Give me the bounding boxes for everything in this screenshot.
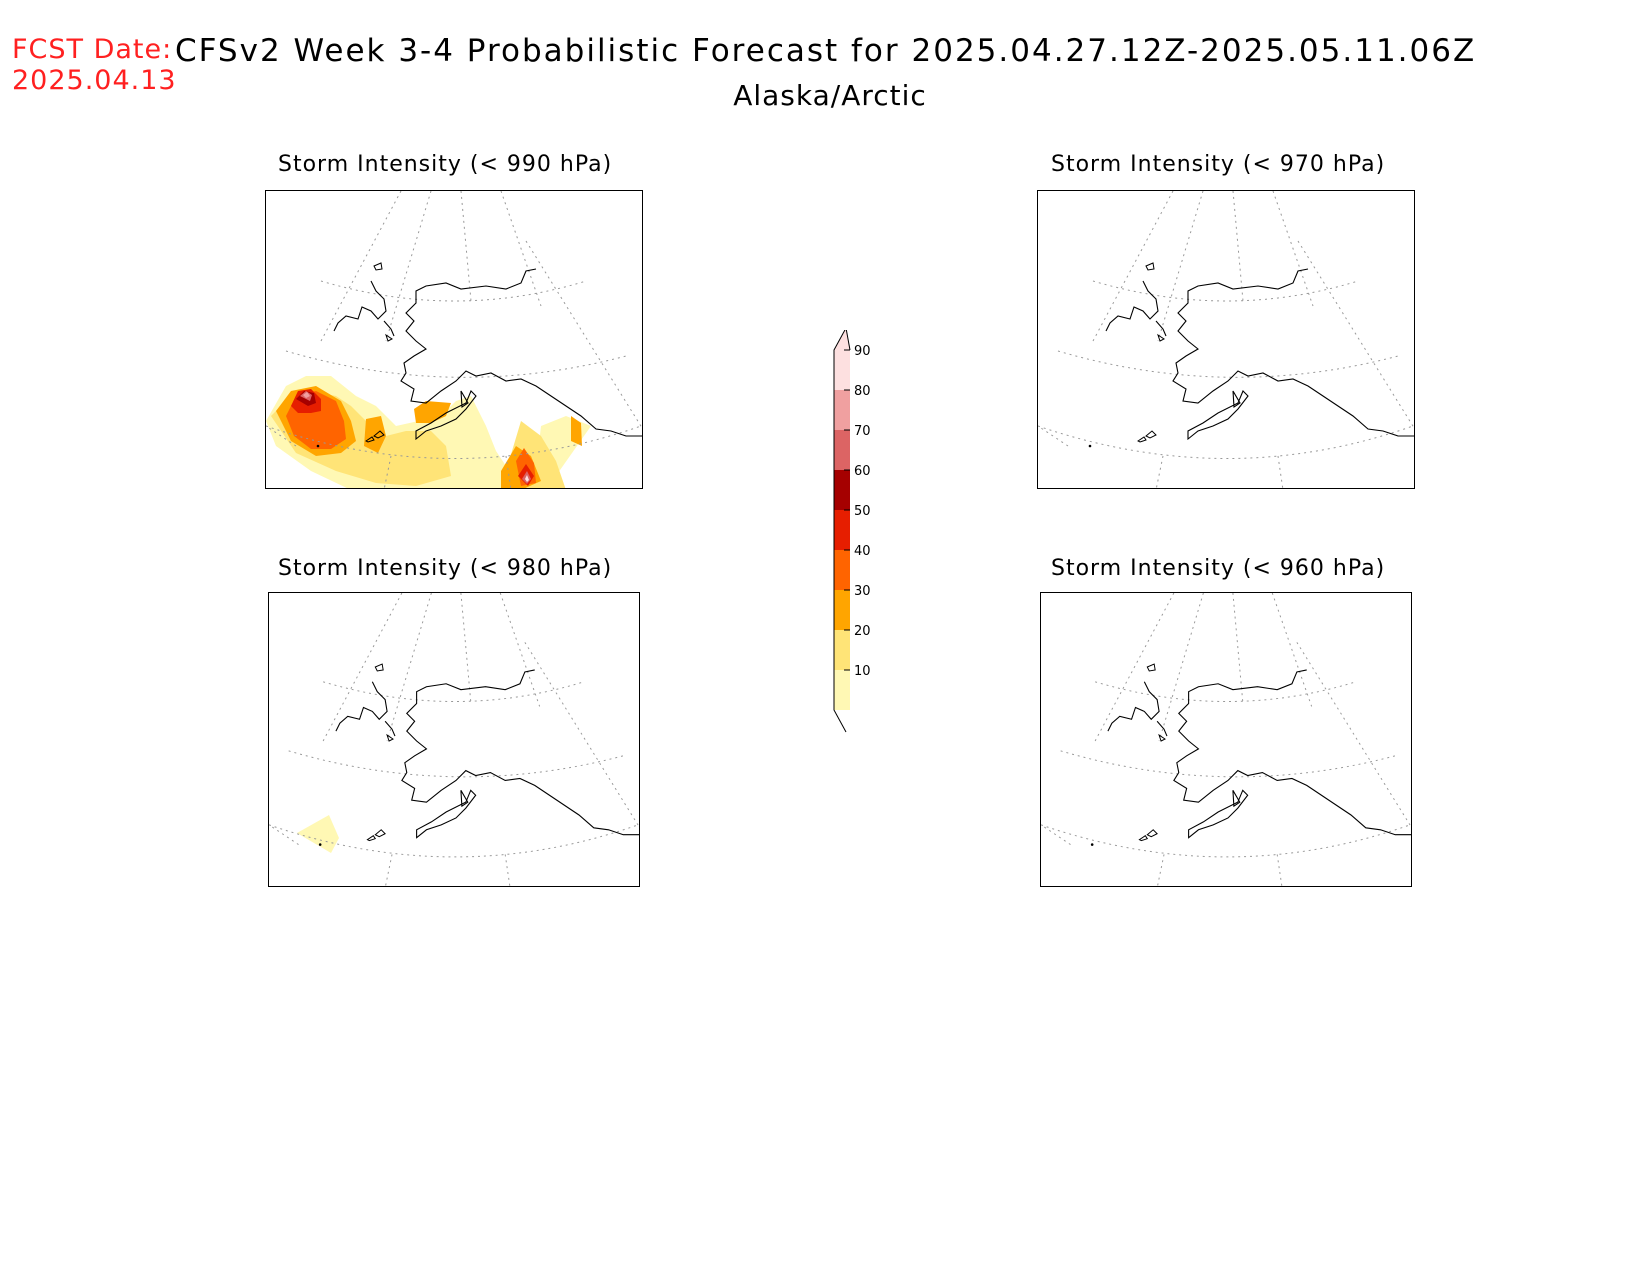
colorbar-label: 80: [854, 384, 871, 399]
colorbar-outline: [833, 327, 851, 733]
coastline: [335, 669, 639, 839]
graticule: [266, 191, 642, 488]
map-panel-990: [265, 190, 643, 489]
base-map: [1041, 593, 1411, 886]
forecast-date-label: FCST Date:: [12, 34, 173, 65]
island: [1158, 733, 1166, 742]
island: [386, 733, 394, 742]
island: [374, 663, 384, 672]
coastline: [333, 268, 642, 441]
coastline: [1107, 669, 1411, 839]
island: [1138, 835, 1149, 842]
colorbar-label: 70: [854, 424, 871, 439]
base-map: [269, 593, 639, 886]
colorbar-swatch: [834, 470, 850, 510]
map-canvas-980: [269, 593, 639, 886]
map-canvas-970: [1038, 191, 1414, 488]
island: [1137, 436, 1147, 443]
forecast-date-block: FCST Date: 2025.04.13: [12, 34, 177, 96]
colorbar-swatch: [834, 550, 850, 590]
island: [1146, 663, 1156, 672]
island: [373, 262, 383, 271]
island: [1145, 430, 1157, 439]
graticule: [1041, 593, 1411, 886]
page-title: CFSv2 Week 3-4 Probabilistic Forecast fo…: [175, 33, 1477, 69]
island: [374, 829, 386, 838]
probability-shading-980: [297, 815, 339, 853]
base-map: [266, 191, 642, 488]
map-canvas-960: [1041, 593, 1411, 886]
shade-polygon: [364, 416, 386, 453]
shade-polygon: [303, 392, 310, 398]
panel-title-970: Storm Intensity (< 970 hPa): [1051, 152, 1386, 177]
colorbar-label: 20: [854, 624, 871, 639]
panel-title-990: Storm Intensity (< 990 hPa): [278, 152, 613, 177]
island: [385, 333, 393, 342]
forecast-date-value: 2025.04.13: [12, 65, 177, 96]
colorbar-swatch: [834, 390, 850, 430]
island: [366, 835, 377, 842]
colorbar-swatch: [834, 590, 850, 630]
map-panel-980: [268, 592, 640, 887]
graticule: [269, 593, 639, 886]
colorbar-label: 60: [854, 464, 871, 479]
colorbar-swatch: [834, 350, 850, 390]
island-dot: [318, 843, 322, 846]
colorbar-swatch: [834, 630, 850, 670]
island: [1146, 829, 1158, 838]
colorbar-swatch: [834, 670, 850, 710]
panel-title-960: Storm Intensity (< 960 hPa): [1051, 556, 1386, 581]
colorbar: 10 20 30 40 50 60 70 80 90: [833, 327, 871, 733]
colorbar-label: 50: [854, 504, 871, 519]
shade-polygon: [297, 815, 339, 853]
shade-polygon: [414, 401, 451, 423]
shade-polygon: [525, 475, 529, 482]
region-subtitle: Alaska/Arctic: [733, 79, 927, 112]
island: [1157, 333, 1165, 342]
colorbar-top-cap: [834, 328, 850, 350]
map-canvas-990: [266, 191, 642, 488]
map-panel-960: [1040, 592, 1412, 887]
shade-polygon: [571, 416, 582, 446]
colorbar-legend: 10 20 30 40 50 60 70 80 90: [820, 327, 880, 754]
colorbar-label: 90: [854, 344, 871, 359]
graticule: [1038, 191, 1414, 488]
island-dot: [1088, 444, 1092, 448]
colorbar-swatch: [834, 430, 850, 470]
colorbar-label: 10: [854, 664, 871, 679]
island: [373, 430, 385, 439]
colorbar-label: 40: [854, 544, 871, 559]
map-panel-970: [1037, 190, 1415, 489]
probability-shading-990: [266, 376, 591, 488]
island: [1145, 262, 1155, 271]
colorbar-swatch: [834, 510, 850, 550]
coastline: [1105, 268, 1414, 441]
panel-title-980: Storm Intensity (< 980 hPa): [278, 556, 613, 581]
island: [365, 436, 375, 443]
base-map: [1038, 191, 1414, 488]
island-dot: [1090, 843, 1094, 846]
colorbar-label: 30: [854, 584, 871, 599]
island-dot: [316, 444, 320, 448]
